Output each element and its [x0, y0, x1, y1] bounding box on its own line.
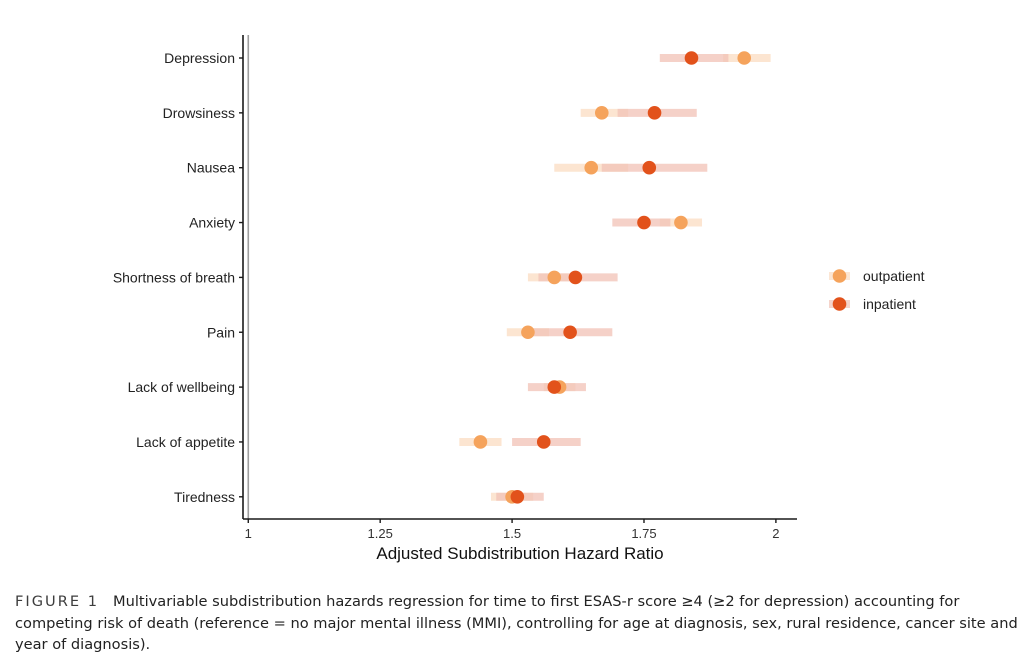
figure-caption: FIGURE 1 Multivariable subdistribution ha… — [15, 591, 1020, 656]
legend-key-inpatient — [832, 297, 847, 311]
category-label: Drowsiness — [163, 105, 235, 121]
x-axis-title: Adjusted Subdistribution Hazard Ratio — [376, 544, 663, 563]
point-outpatient — [521, 325, 535, 340]
x-axis-ticks: 1 1.25 1.5 1.75 2 — [245, 519, 780, 541]
category-label: Shortness of breath — [113, 269, 235, 285]
point-inpatient — [642, 160, 657, 175]
x-tick-label: 1.5 — [503, 526, 521, 541]
x-tick-label: 1.25 — [368, 526, 393, 541]
confidence-intervals — [459, 54, 771, 501]
category-label: Pain — [207, 324, 235, 340]
point-outpatient — [584, 160, 599, 175]
legend-key-outpatient — [832, 269, 847, 283]
point-inpatient — [510, 490, 525, 504]
point-outpatient — [473, 435, 488, 449]
point-outpatient — [594, 106, 609, 120]
hazard-ratio-chart: Depression Drowsiness Nausea Anxiety Shortne… — [113, 35, 925, 563]
caption-text: Multivariable subdistribution hazards re… — [15, 593, 1018, 653]
x-tick-label: 2 — [772, 526, 779, 541]
point-outpatient — [737, 51, 752, 65]
category-label: Anxiety — [189, 215, 235, 231]
point-outpatient — [547, 270, 562, 285]
point-inpatient — [536, 435, 551, 449]
category-label: Lack of appetite — [136, 434, 235, 450]
x-tick-label: 1 — [245, 526, 252, 541]
data-points — [473, 51, 752, 504]
point-inpatient — [547, 380, 562, 394]
legend: outpatient inpatient — [829, 268, 925, 312]
category-label: Depression — [164, 50, 235, 66]
x-tick-label: 1.75 — [631, 526, 656, 541]
legend-label: outpatient — [863, 268, 925, 284]
figure-label: FIGURE 1 — [15, 593, 99, 610]
point-outpatient — [674, 215, 688, 230]
point-inpatient — [568, 270, 583, 285]
point-inpatient — [637, 215, 651, 230]
category-label: Lack of wellbeing — [128, 379, 235, 395]
point-inpatient — [563, 325, 577, 340]
y-axis-labels: Depression Drowsiness Nausea Anxiety Shortne… — [113, 50, 243, 505]
point-inpatient — [647, 106, 662, 120]
legend-label: inpatient — [863, 296, 916, 312]
category-label: Nausea — [187, 160, 235, 176]
category-label: Tiredness — [174, 489, 235, 505]
point-inpatient — [684, 51, 699, 65]
